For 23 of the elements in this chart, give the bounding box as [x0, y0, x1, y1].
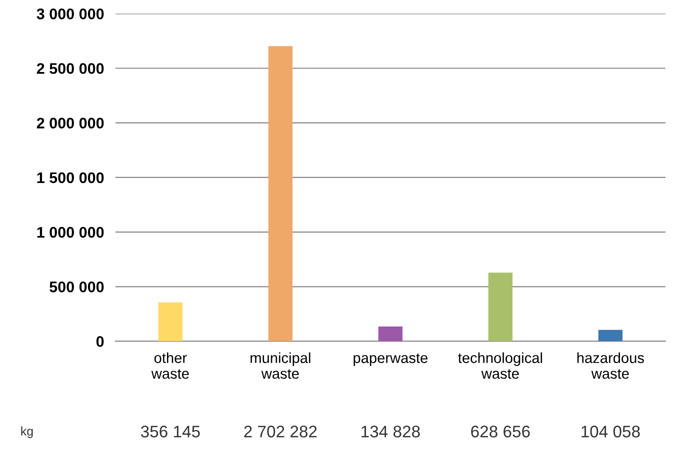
- bar: [158, 302, 183, 342]
- bar: [598, 330, 623, 342]
- bar: [488, 272, 513, 342]
- y-tick-label: 1 500 000: [37, 172, 104, 184]
- bar: [378, 326, 403, 342]
- text: kg: [21, 426, 33, 438]
- y-tick-label: 3 000 000: [36, 8, 104, 20]
- y-tick-label: 2 500 000: [36, 63, 104, 74]
- x-tick-label: paperwaste: [354, 354, 428, 366]
- x-tick-label: other waste: [151, 352, 189, 379]
- bar: [268, 46, 293, 342]
- y-tick-label: 1 000 000: [37, 226, 104, 238]
- y-tick-label: 2 000 000: [36, 118, 104, 129]
- y-tick-label: 0: [96, 336, 104, 347]
- data-label: 134 828: [362, 426, 420, 438]
- x-tick-label: technological waste: [458, 352, 542, 379]
- data-label: 104 058: [582, 426, 640, 438]
- data-label: 2 702 282: [244, 426, 317, 438]
- y-tick-label: 500 000: [50, 282, 104, 292]
- x-tick-label: hazardous waste: [577, 352, 644, 379]
- data-label: 628 656: [471, 426, 530, 438]
- data-label: 356 145: [140, 426, 200, 438]
- x-tick-label: municipal waste: [250, 352, 310, 379]
